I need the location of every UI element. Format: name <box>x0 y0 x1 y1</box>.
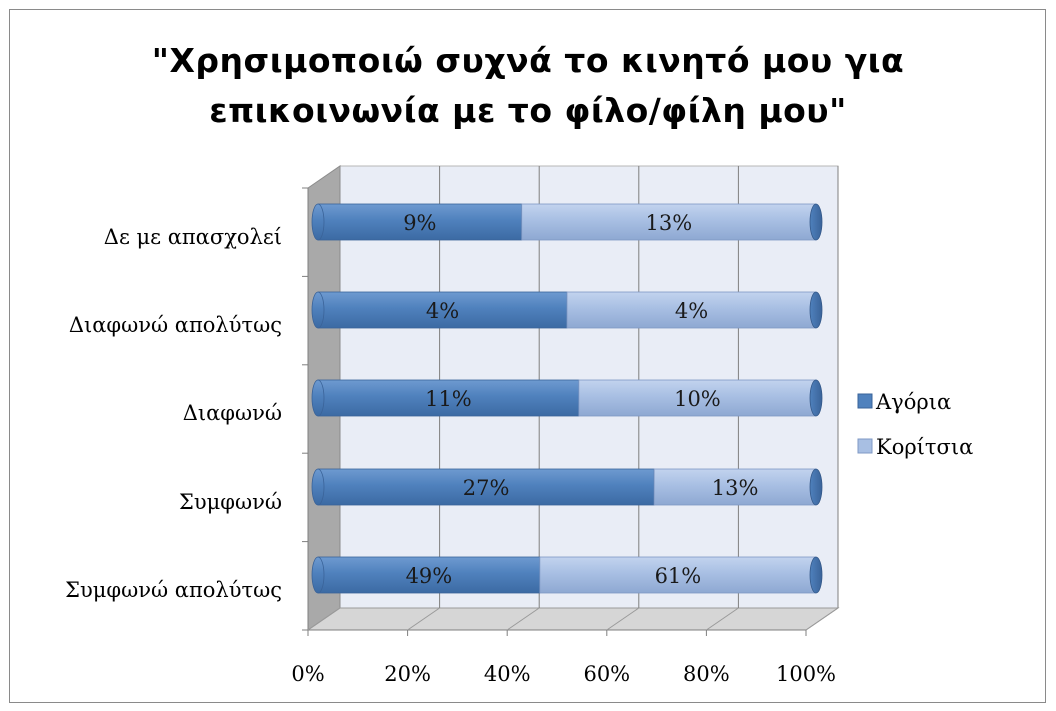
bar-end-cap <box>809 379 823 417</box>
legend-label-koritsia: Κορίτσια <box>876 435 973 459</box>
x-tick-label: 80% <box>683 662 730 686</box>
legend-swatch-agoria <box>857 393 873 409</box>
data-label: 10% <box>674 387 721 411</box>
x-tick-label: 20% <box>384 662 431 686</box>
bar-segment <box>578 379 817 417</box>
bar-start-cap <box>311 291 325 329</box>
bar-end-cap <box>809 556 823 594</box>
floor-gridline <box>706 607 739 631</box>
bar-end-cap <box>809 291 823 329</box>
category-label: Διαφωνώ <box>183 401 282 425</box>
data-label: 13% <box>712 476 759 500</box>
data-label: 49% <box>406 564 453 588</box>
x-tick-label: 0% <box>291 662 324 686</box>
bar-end-cap <box>809 468 823 506</box>
category-label: Δε με απασχολεί <box>104 225 282 249</box>
floor-gridline <box>407 607 440 631</box>
data-label: 11% <box>425 387 472 411</box>
bar-start-cap <box>311 468 325 506</box>
category-label: Διαφωνώ απολύτως <box>69 313 282 337</box>
chart-title-line-1: "Χρησιμοποιώ συχνά το κινητό μου για <box>151 41 905 80</box>
data-label: 9% <box>403 211 436 235</box>
chart-title: "Χρησιμοποιώ συχνά το κινητό μου για επι… <box>0 36 1056 136</box>
bar-end-cap <box>809 203 823 241</box>
legend-label-agoria: Αγόρια <box>875 390 951 414</box>
bar-segment <box>521 203 817 241</box>
data-label: 4% <box>426 299 459 323</box>
bar-segment <box>539 556 817 594</box>
bar-start-cap <box>311 556 325 594</box>
data-label: 13% <box>646 211 693 235</box>
legend-swatch-koritsia <box>857 438 873 454</box>
floor-gridline <box>506 607 540 631</box>
bar-segment <box>317 556 541 594</box>
category-label: Συμφωνώ <box>179 490 282 514</box>
plot-floor <box>306 607 840 631</box>
bar-segment <box>566 291 817 329</box>
category-label: Συμφωνώ απολύτως <box>65 578 282 602</box>
bar-segment <box>317 379 580 417</box>
bar-start-cap <box>311 379 325 417</box>
floor-gridline <box>307 607 341 631</box>
floor-gridline <box>805 607 839 631</box>
data-label: 27% <box>463 476 510 500</box>
legend: Αγόρια Κορίτσια <box>857 390 973 459</box>
bar-start-cap <box>311 203 325 241</box>
x-tick-label: 60% <box>583 662 630 686</box>
x-tick-label: 40% <box>484 662 531 686</box>
data-label: 4% <box>675 299 708 323</box>
chart-title-line-2: επικοινωνία με το φίλο/φίλη μου" <box>209 91 847 130</box>
data-label: 61% <box>655 564 702 588</box>
bar-segment <box>317 291 568 329</box>
x-tick-label: 100% <box>776 662 836 686</box>
floor-gridline <box>606 607 640 631</box>
bar-segment <box>317 203 523 241</box>
